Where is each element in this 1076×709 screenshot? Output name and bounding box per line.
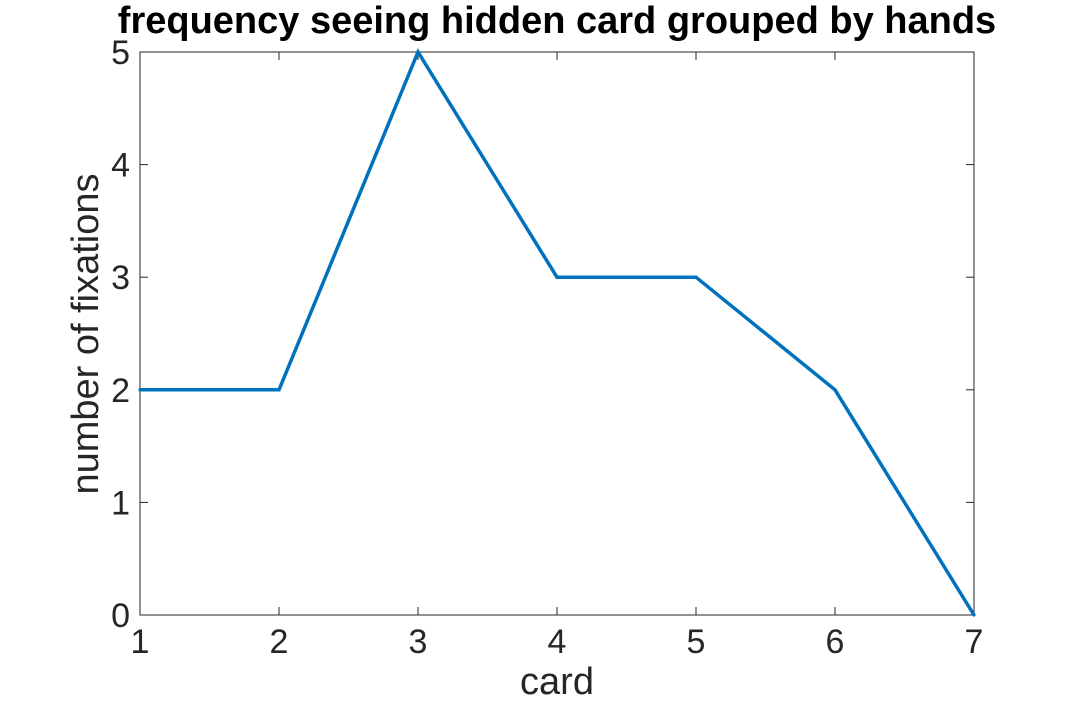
x-tick-label: 7 [965,623,984,661]
y-tick-label: 3 [111,259,130,297]
y-tick-label: 0 [111,597,130,635]
data-point [416,50,420,54]
chart-title: frequency seeing hidden card grouped by … [118,0,996,42]
y-tick-label: 2 [111,372,130,410]
y-tick-label: 4 [111,147,130,185]
data-point [972,613,976,617]
series-layer [138,48,976,617]
plot-area [138,48,976,617]
x-tick-label: 4 [548,623,567,661]
x-tick-label: 6 [826,623,845,661]
data-point [694,275,698,279]
data-point [555,275,559,279]
axes-box [139,51,975,616]
y-tick-label: 1 [111,484,130,522]
x-tick-label: 2 [270,623,289,661]
x-tick-labels: 1 2 3 4 5 6 7 [131,623,984,661]
x-tick-label: 5 [687,623,706,661]
axis-ticks [139,51,975,616]
data-point [277,388,281,392]
x-tick-label: 3 [409,623,428,661]
y-tick-label: 5 [111,34,130,72]
data-point [833,388,837,392]
x-axis-label: card [520,661,594,703]
series-line [140,48,976,616]
x-tick-label: 1 [131,623,150,661]
y-tick-labels: 0 1 2 3 4 5 [111,34,130,635]
y-axis-label: number of fixations [65,173,107,494]
data-point [138,388,142,392]
